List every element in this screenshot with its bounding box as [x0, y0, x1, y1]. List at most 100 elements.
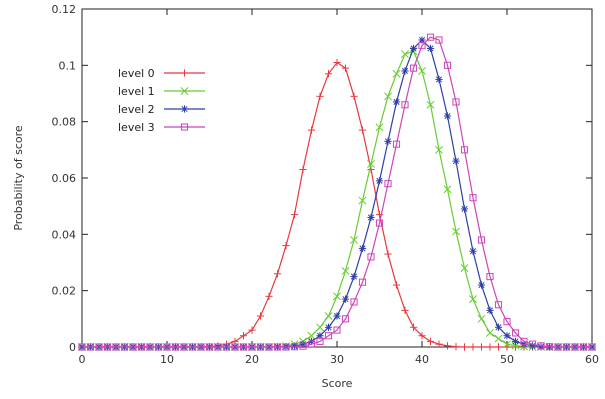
x-axis-title: Score	[322, 377, 353, 390]
data-point	[86, 343, 95, 351]
data-point	[477, 236, 486, 244]
data-point	[265, 292, 273, 300]
data-point	[384, 250, 392, 258]
data-point	[197, 343, 205, 351]
data-point	[494, 323, 503, 331]
data-point	[494, 343, 503, 351]
data-point	[358, 126, 367, 134]
data-point	[460, 264, 469, 273]
data-point	[469, 295, 477, 304]
data-point	[333, 312, 341, 320]
data-point	[307, 340, 316, 348]
data-point	[426, 44, 435, 53]
data-point	[375, 123, 384, 132]
data-point	[290, 211, 299, 219]
x-tick-label: 10	[160, 353, 174, 366]
data-point	[154, 343, 163, 351]
data-point	[469, 247, 477, 255]
data-point	[452, 98, 460, 106]
data-point	[205, 343, 214, 351]
data-point	[273, 270, 282, 278]
data-point	[452, 227, 460, 236]
data-point	[350, 236, 358, 244]
data-point	[392, 98, 401, 106]
data-point	[486, 328, 494, 337]
y-tick-label: 0.06	[52, 172, 77, 185]
data-point	[112, 343, 120, 351]
legend-marker	[180, 87, 189, 95]
y-tick-label: 0.12	[52, 3, 77, 16]
data-point	[239, 343, 248, 351]
data-point	[307, 331, 316, 340]
legend-marker	[180, 105, 189, 113]
series-layer	[78, 33, 596, 351]
data-point	[435, 340, 443, 348]
data-point	[435, 145, 443, 154]
x-tick-label: 30	[330, 353, 344, 366]
data-point	[180, 343, 188, 351]
data-point	[554, 343, 562, 351]
x-tick-label: 0	[79, 353, 86, 366]
data-point	[256, 343, 265, 351]
x-tick-label: 60	[585, 353, 599, 366]
data-point	[486, 306, 494, 314]
data-point	[494, 301, 503, 309]
data-point	[469, 343, 477, 351]
data-point	[392, 281, 401, 289]
data-point	[341, 266, 350, 275]
data-point	[375, 219, 384, 227]
legend-label: level 3	[118, 121, 155, 134]
data-point	[248, 343, 256, 351]
data-point	[358, 278, 367, 286]
data-point	[129, 343, 137, 351]
data-point	[163, 343, 171, 351]
data-point	[367, 159, 375, 168]
series-line	[82, 50, 592, 348]
series-level-2	[78, 36, 596, 351]
data-point	[418, 42, 426, 50]
series-level-3	[78, 33, 596, 351]
data-point	[239, 332, 248, 340]
data-point	[469, 194, 477, 202]
data-point	[358, 196, 367, 205]
data-point	[367, 213, 375, 222]
data-point	[477, 281, 486, 289]
data-point	[333, 292, 341, 301]
data-point	[409, 64, 418, 72]
y-tick-label: 0.1	[59, 59, 77, 72]
data-point	[401, 101, 409, 109]
y-axis-title: Probability of score	[12, 125, 25, 231]
data-point	[477, 343, 486, 351]
legend-item: level 1	[118, 85, 205, 98]
data-point	[528, 340, 537, 348]
x-tick-label: 40	[415, 353, 429, 366]
legend-marker	[180, 69, 189, 77]
data-point	[316, 323, 324, 332]
legend-item: level 2	[118, 103, 205, 116]
data-point	[316, 92, 324, 100]
data-point	[503, 340, 511, 349]
x-tick-label: 50	[500, 353, 514, 366]
series-level-1	[78, 47, 596, 351]
data-point	[299, 165, 307, 174]
data-point	[401, 67, 409, 75]
data-point	[443, 342, 452, 350]
data-point	[256, 312, 265, 320]
data-point	[520, 337, 528, 345]
data-point	[460, 343, 469, 351]
data-point	[384, 92, 392, 101]
data-point	[503, 318, 511, 326]
y-axis: 0 0.02 0.04 0.06 0.08 0.1 0.12	[52, 3, 592, 354]
x-axis: 0 10 20 30 40 50 60	[79, 9, 599, 366]
data-point	[392, 140, 401, 148]
data-point	[511, 329, 520, 337]
data-point	[443, 112, 452, 120]
series-level-0	[78, 58, 596, 351]
data-point	[401, 306, 409, 314]
data-point	[460, 146, 469, 154]
legend-item: level 0	[118, 67, 205, 80]
data-point	[537, 342, 545, 350]
data-point	[146, 343, 154, 351]
